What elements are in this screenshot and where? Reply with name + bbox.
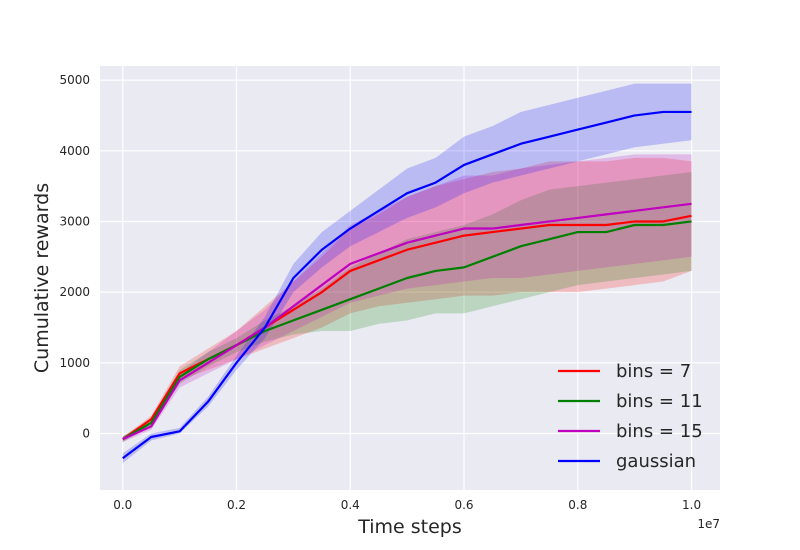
y-tick-label: 4000 [59, 144, 90, 158]
series-lines [122, 110, 692, 460]
y-tick-label: 0 [82, 426, 90, 440]
y-tick-label: 2000 [59, 285, 90, 299]
legend-label-bins-11: bins = 11 [616, 391, 703, 412]
legend: bins = 7 bins = 11 bins = 15 gaussian [558, 361, 703, 472]
band-gaussian [122, 83, 692, 464]
x-tick-label: 0.0 [113, 498, 132, 512]
legend-label-gaussian: gaussian [616, 451, 696, 472]
line-gaussian [122, 110, 692, 460]
x-tick-label: 0.2 [227, 498, 246, 512]
x-tick-label: 0.6 [454, 498, 473, 512]
x-tick-label: 1.0 [682, 498, 701, 512]
band-bins-15 [122, 154, 692, 442]
y-tick-label: 5000 [59, 73, 90, 87]
y-tick-labels: 0 1000 2000 3000 4000 5000 [59, 73, 90, 440]
legend-label-bins-15: bins = 15 [616, 421, 703, 442]
legend-label-bins-7: bins = 7 [616, 361, 691, 382]
x-tick-labels: 0.0 0.2 0.4 0.6 0.8 1.0 [113, 498, 701, 512]
x-tick-label: 0.8 [568, 498, 587, 512]
x-tick-label: 0.4 [341, 498, 360, 512]
line-bins-11 [122, 220, 692, 441]
y-axis-title: Cumulative rewards [31, 183, 53, 373]
line-bins-15 [122, 202, 692, 441]
y-tick-label: 3000 [59, 214, 90, 228]
band-bins-7 [122, 157, 692, 442]
y-tick-label: 1000 [59, 356, 90, 370]
x-offset-label: 1e7 [697, 517, 720, 531]
x-axis-title: Time steps [357, 516, 462, 538]
